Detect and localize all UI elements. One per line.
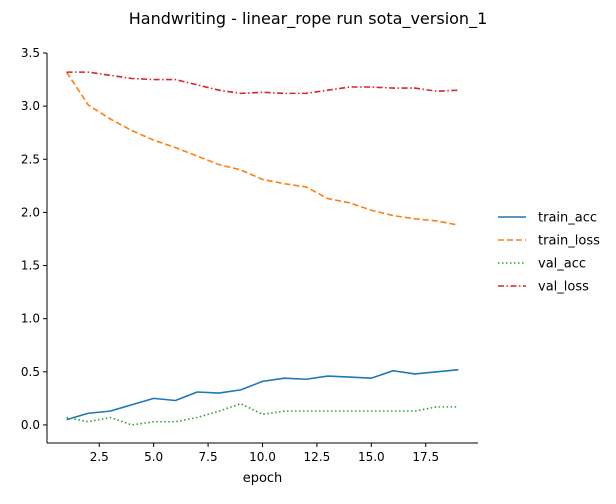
x-tick-label: 2.5 (90, 450, 109, 464)
x-tick-label: 12.5 (304, 450, 331, 464)
y-tick-label: 1.0 (21, 312, 40, 326)
legend-label-train-loss: train_loss (538, 234, 600, 249)
x-axis-label: epoch (243, 471, 283, 486)
x-tick-label: 10.0 (249, 450, 276, 464)
x-tick-label: 5.0 (144, 450, 163, 464)
y-tick-label: 1.5 (21, 259, 40, 273)
x-tick-label: 17.5 (412, 450, 439, 464)
y-tick-label: 3.0 (21, 99, 40, 113)
legend-label-val-loss: val_loss (538, 280, 589, 295)
y-tick-label: 0.5 (21, 365, 40, 379)
y-tick-label: 2.0 (21, 205, 40, 219)
series-line-train-loss (65, 71, 459, 226)
x-tick-label: 15.0 (358, 450, 385, 464)
axes: 2.5 5.0 7.5 10.0 12.5 15.0 17.5 0.0 0.5 1.0 1.5 2.0… (21, 46, 478, 464)
legend-label-train-acc: train_acc (538, 211, 597, 226)
series-lines (65, 71, 459, 426)
chart-title: Handwriting - linear_rope run sota_versi… (129, 9, 488, 29)
y-tick-label: 0.0 (21, 418, 40, 432)
y-tick-label: 3.5 (21, 46, 40, 60)
x-tick-label: 7.5 (199, 450, 218, 464)
legend: train_acc train_loss val_acc val_loss (498, 211, 600, 295)
series-line-train-acc (66, 368, 459, 421)
y-tick-label: 2.5 (21, 152, 40, 166)
legend-label-val-acc: val_acc (538, 257, 586, 272)
series-line-val-loss (66, 71, 459, 95)
